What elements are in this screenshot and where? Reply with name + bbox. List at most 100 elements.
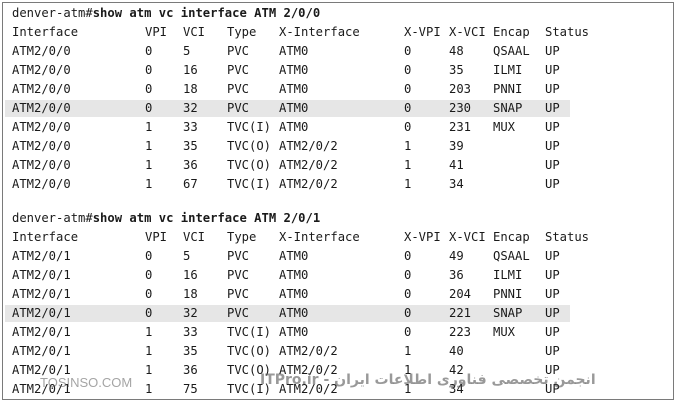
table-row: ATM2/0/1 1 33 TVC(I) ATM0 0 223 MUX UP [3,323,673,342]
header-type: Type [227,230,257,244]
cell-x-vpi: 1 [404,139,412,153]
row-highlight [5,100,570,117]
cell-vpi: 0 [145,44,153,58]
cell-encap: QSAAL [493,44,530,58]
cell-x-interface: ATM2/0/2 [279,382,338,396]
cell-encap: PNNI [493,287,523,301]
table-row: ATM2/0/0 1 36 TVC(O) ATM2/0/2 1 41 UP [3,156,673,175]
cell-x-vci: 34 [449,382,464,396]
cell-x-vpi: 0 [404,249,412,263]
cell-vpi: 0 [145,287,153,301]
cell-interface: ATM2/0/0 [12,82,71,96]
header-interface: Interface [12,25,79,39]
command-output-block-1: denver-atm#show atm vc interface ATM 2/0… [3,4,673,194]
cell-status: UP [545,177,560,191]
header-encap: Encap [493,25,530,39]
cell-type: TVC(O) [227,139,272,153]
cell-type: TVC(I) [227,325,272,339]
cell-type: TVC(I) [227,120,272,134]
cell-interface: ATM2/0/0 [12,139,71,153]
cell-x-vci: 221 [449,306,472,320]
cell-x-interface: ATM0 [279,268,309,282]
cell-x-vpi: 1 [404,344,412,358]
cell-vpi: 0 [145,249,153,263]
table-body: ATM2/0/0 0 5 PVC ATM0 0 48 QSAAL UP ATM2/0/0 0 16 PV… [3,42,673,194]
table-row: ATM2/0/1 1 35 TVC(O) ATM2/0/2 1 40 UP [3,342,673,361]
cell-x-vpi: 1 [404,158,412,172]
cell-vpi: 1 [145,325,153,339]
cell-status: UP [545,82,560,96]
cell-x-vpi: 0 [404,268,412,282]
header-x-interface: X-Interface [279,230,360,244]
cell-status: UP [545,120,560,134]
cell-vci: 75 [183,382,198,396]
cell-interface: ATM2/0/1 [12,344,71,358]
cell-x-vpi: 1 [404,363,412,377]
cell-vpi: 1 [145,382,153,396]
cell-interface: ATM2/0/1 [12,268,71,282]
table-row: ATM2/0/0 0 5 PVC ATM0 0 48 QSAAL UP [3,42,673,61]
header-interface: Interface [12,230,79,244]
cell-type: PVC [227,268,250,282]
table-row: ATM2/0/0 0 32 PVC ATM0 0 230 SNAP UP [3,99,673,118]
cell-x-interface: ATM0 [279,249,309,263]
cell-type: TVC(I) [227,177,272,191]
cell-vci: 16 [183,268,198,282]
cell-vpi: 1 [145,158,153,172]
table-row: ATM2/0/1 0 16 PVC ATM0 0 36 ILMI UP [3,266,673,285]
cell-interface: ATM2/0/1 [12,382,71,396]
cell-x-vci: 41 [449,158,464,172]
cell-x-interface: ATM0 [279,82,309,96]
cell-x-vpi: 1 [404,177,412,191]
cell-vci: 18 [183,287,198,301]
cell-x-vci: 231 [449,120,472,134]
cell-vci: 36 [183,158,198,172]
cell-x-vci: 230 [449,101,472,115]
header-x-vpi: X-VPI [404,25,441,39]
cell-x-vpi: 0 [404,82,412,96]
cli-command: show atm vc interface ATM 2/0/1 [92,211,321,225]
cell-x-vpi: 0 [404,120,412,134]
table-row: ATM2/0/0 0 18 PVC ATM0 0 203 PNNI UP [3,80,673,99]
cell-status: UP [545,325,560,339]
cell-x-vci: 40 [449,344,464,358]
cell-x-vpi: 0 [404,101,412,115]
table-row: ATM2/0/0 1 33 TVC(I) ATM0 0 231 MUX UP [3,118,673,137]
cell-type: PVC [227,249,250,263]
cell-interface: ATM2/0/1 [12,325,71,339]
cell-status: UP [545,363,560,377]
cell-encap: PNNI [493,82,523,96]
cell-x-vci: 48 [449,44,464,58]
cell-vpi: 0 [145,82,153,96]
terminal-output: denver-atm#show atm vc interface ATM 2/0… [2,2,674,400]
table-body: ATM2/0/1 0 5 PVC ATM0 0 49 QSAAL UP ATM2/0/1 0 16 PV… [3,247,673,399]
header-status: Status [545,25,590,39]
cell-x-interface: ATM0 [279,101,309,115]
cell-status: UP [545,63,560,77]
cell-vci: 33 [183,325,198,339]
cli-prompt: denver-atm# [12,6,93,20]
cell-status: UP [545,101,560,115]
cell-type: PVC [227,306,250,320]
row-highlight [5,305,570,322]
cell-type: PVC [227,287,250,301]
header-type: Type [227,25,257,39]
cell-vci: 32 [183,306,198,320]
cell-x-vpi: 1 [404,382,412,396]
header-x-vpi: X-VPI [404,230,441,244]
table-row: ATM2/0/1 0 32 PVC ATM0 0 221 SNAP UP [3,304,673,323]
cell-type: TVC(O) [227,158,272,172]
cell-x-vci: 49 [449,249,464,263]
cell-x-interface: ATM2/0/2 [279,363,338,377]
cell-vci: 67 [183,177,198,191]
cell-encap: MUX [493,120,516,134]
cell-x-vci: 204 [449,287,472,301]
cell-status: UP [545,44,560,58]
cell-x-interface: ATM2/0/2 [279,139,338,153]
cell-vci: 33 [183,120,198,134]
cell-x-vci: 34 [449,177,464,191]
cell-x-interface: ATM0 [279,44,309,58]
cell-type: PVC [227,101,250,115]
cell-vci: 5 [183,44,191,58]
cli-command: show atm vc interface ATM 2/0/0 [92,6,321,20]
